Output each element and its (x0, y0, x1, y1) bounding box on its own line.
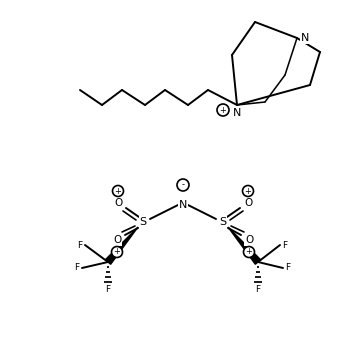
Text: N: N (301, 33, 309, 43)
Text: +: + (246, 247, 252, 256)
Text: F: F (74, 264, 80, 273)
Circle shape (217, 104, 229, 116)
Text: +: + (220, 106, 227, 115)
Text: F: F (106, 286, 111, 295)
Circle shape (243, 246, 255, 257)
Text: F: F (283, 240, 288, 249)
Text: N: N (233, 108, 241, 118)
Text: S: S (219, 217, 227, 227)
Polygon shape (105, 227, 138, 264)
Polygon shape (228, 227, 261, 264)
Text: O: O (245, 235, 253, 245)
Text: S: S (139, 217, 146, 227)
Circle shape (177, 179, 189, 191)
Text: +: + (115, 187, 121, 196)
Text: +: + (244, 187, 251, 196)
Text: F: F (256, 286, 261, 295)
Text: N: N (179, 200, 187, 210)
Circle shape (112, 186, 123, 197)
Text: O: O (114, 198, 122, 208)
Circle shape (242, 186, 253, 197)
Text: F: F (285, 264, 290, 273)
Circle shape (112, 246, 122, 257)
Text: O: O (244, 198, 252, 208)
Text: +: + (113, 247, 120, 256)
Text: F: F (78, 240, 83, 249)
Text: -: - (182, 180, 185, 189)
Text: O: O (113, 235, 121, 245)
